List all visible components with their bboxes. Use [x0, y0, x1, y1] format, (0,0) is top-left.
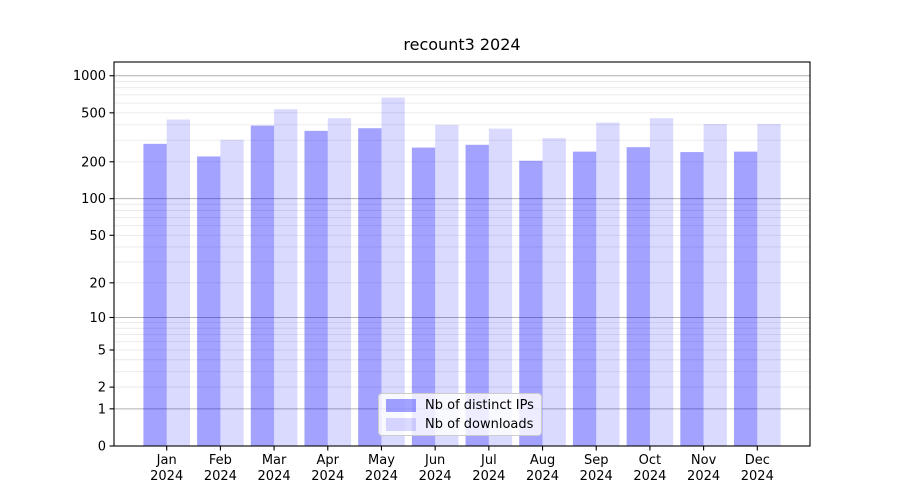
x-tick-label-dec: Dec — [745, 453, 770, 468]
x-tick-year-jan: 2024 — [150, 469, 183, 484]
y-tick-label-500: 500 — [81, 106, 106, 121]
bar-downloads-jul — [488, 128, 513, 446]
y-tick-label-0: 0 — [98, 440, 106, 455]
x-tick-label-jul: Jul — [480, 453, 497, 468]
bar-distinct-ips-aug — [519, 160, 543, 447]
y-tick-label-5: 5 — [98, 343, 106, 358]
bar-distinct-ips-may — [358, 128, 382, 447]
bar-downloads-mar — [274, 109, 298, 446]
bar-distinct-ips-jul — [465, 144, 489, 447]
bar-distinct-ips-sep — [572, 151, 597, 446]
x-tick-year-nov: 2024 — [687, 469, 720, 484]
y-tick-label-2: 2 — [98, 381, 106, 396]
x-tick-year-feb: 2024 — [204, 469, 237, 484]
bar-distinct-ips-nov — [680, 152, 704, 447]
axes-spines — [113, 61, 811, 447]
x-tick-label-sep: Sep — [584, 453, 609, 468]
bar-downloads-jan — [166, 119, 190, 446]
x-tick-label-feb: Feb — [209, 453, 232, 468]
y-tick-label-20: 20 — [89, 276, 106, 291]
y-tick-label-100: 100 — [81, 192, 106, 207]
bar-distinct-ips-jan — [143, 143, 167, 446]
x-tick-year-apr: 2024 — [311, 469, 344, 484]
y-tick-label-1: 1 — [98, 402, 106, 417]
legend-swatch-downloads — [386, 417, 416, 431]
x-tick-year-jun: 2024 — [419, 469, 452, 484]
chart-title: recount3 2024 — [403, 35, 521, 54]
x-tick-label-apr: Apr — [317, 453, 340, 468]
x-tick-year-may: 2024 — [365, 469, 398, 484]
legend-label-distinct-ips: Nb of distinct IPs — [425, 397, 534, 413]
y-tick-label-200: 200 — [81, 155, 106, 170]
bar-downloads-sep — [596, 122, 620, 446]
bar-distinct-ips-oct — [626, 147, 650, 446]
x-tick-year-jul: 2024 — [472, 469, 505, 484]
x-tick-year-oct: 2024 — [633, 469, 666, 484]
x-tick-label-aug: Aug — [530, 453, 555, 468]
x-tick-year-sep: 2024 — [580, 469, 613, 484]
x-tick-label-nov: Nov — [691, 453, 717, 468]
bar-downloads-apr — [327, 118, 352, 446]
x-tick-year-aug: 2024 — [526, 469, 559, 484]
bar-downloads-aug — [542, 138, 566, 447]
bar-distinct-ips-jun — [411, 147, 436, 447]
x-tick-label-jun: Jun — [424, 453, 445, 468]
x-tick-year-mar: 2024 — [258, 469, 291, 484]
bar-distinct-ips-apr — [304, 130, 328, 446]
x-tick-label-jan: Jan — [156, 453, 177, 468]
bar-distinct-ips-feb — [197, 156, 221, 447]
bar-downloads-may — [381, 97, 405, 446]
x-tick-label-mar: Mar — [262, 453, 287, 468]
bar-distinct-ips-dec — [734, 151, 758, 446]
legend-item-downloads: Nb of downloads — [386, 417, 534, 432]
legend-item-distinct-ips: Nb of distinct IPs — [386, 398, 534, 413]
x-tick-label-may: May — [368, 453, 395, 468]
legend-swatch-distinct-ips — [386, 398, 416, 412]
legend-label-downloads: Nb of downloads — [425, 416, 534, 432]
bar-downloads-oct — [649, 118, 674, 446]
x-tick-label-oct: Oct — [639, 453, 661, 468]
y-tick-label-10: 10 — [89, 311, 106, 326]
bar-downloads-feb — [220, 139, 244, 446]
x-tick-year-dec: 2024 — [741, 469, 774, 484]
legend: Nb of distinct IPs Nb of downloads — [378, 393, 542, 436]
bar-downloads-nov — [703, 123, 727, 447]
bar-downloads-dec — [757, 123, 781, 446]
y-tick-label-1000: 1000 — [73, 69, 106, 84]
bar-distinct-ips-mar — [250, 125, 275, 446]
bar-downloads-jun — [435, 124, 459, 447]
y-tick-label-50: 50 — [89, 229, 106, 244]
